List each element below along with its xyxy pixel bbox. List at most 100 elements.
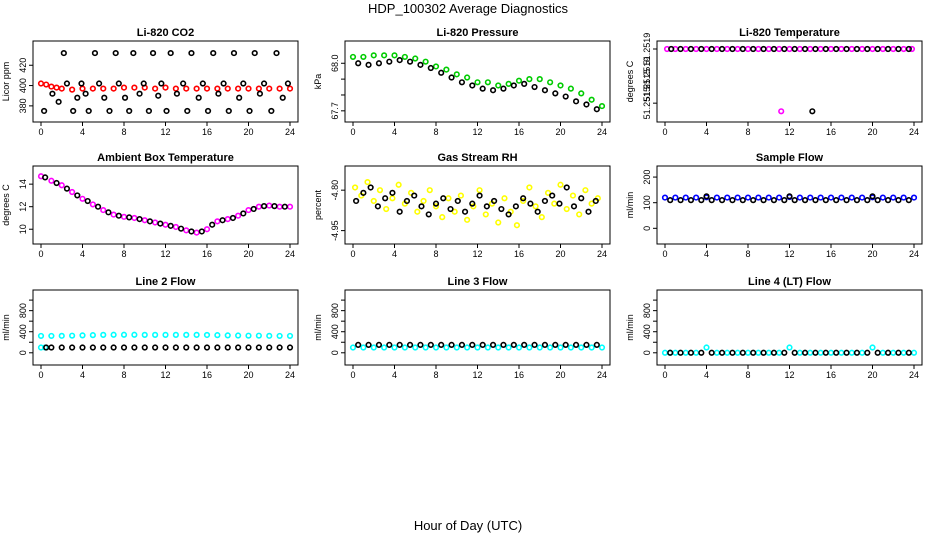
- data-point: [395, 181, 402, 188]
- data-point: [760, 349, 767, 356]
- data-point: [822, 349, 829, 356]
- data-point: [79, 344, 86, 351]
- data-point: [744, 45, 752, 53]
- data-point: [469, 82, 476, 89]
- data-point: [396, 208, 403, 215]
- data-point: [167, 49, 174, 57]
- data-point: [273, 49, 280, 57]
- data-point: [576, 211, 583, 218]
- plot-frame: [32, 289, 299, 366]
- data-point: [172, 85, 179, 92]
- data-point: [110, 211, 117, 218]
- data-point: [440, 195, 447, 202]
- data-point: [43, 81, 50, 88]
- data-point: [770, 45, 778, 53]
- data-point: [448, 341, 455, 348]
- data-point: [500, 85, 507, 92]
- data-point: [120, 84, 128, 91]
- data-point: [457, 192, 465, 199]
- data-point: [89, 332, 96, 339]
- x-tick-label: 4: [392, 249, 397, 259]
- data-point: [370, 52, 377, 59]
- data-point: [69, 332, 76, 339]
- data-point: [770, 349, 778, 356]
- data-point: [884, 197, 892, 204]
- y-tick-label: 800: [330, 303, 340, 318]
- data-point: [505, 344, 512, 351]
- x-tick-label: 4: [704, 370, 709, 380]
- data-point: [479, 85, 486, 92]
- x-tick-label: 8: [121, 370, 126, 380]
- x-tick-label: 12: [472, 249, 482, 259]
- x-tick-label: 0: [38, 249, 43, 259]
- data-point: [739, 45, 746, 53]
- data-point: [266, 85, 273, 92]
- data-point: [905, 45, 912, 53]
- data-point: [884, 45, 892, 53]
- page-title: HDP_100302 Average Diagnostics: [368, 1, 568, 16]
- data-point: [48, 83, 55, 90]
- data-point: [476, 192, 483, 199]
- y-tick-label: 0: [330, 350, 340, 355]
- data-point: [69, 86, 76, 93]
- data-point: [513, 222, 521, 229]
- x-tick-label: 20: [243, 127, 253, 137]
- data-point: [827, 194, 835, 201]
- data-point: [544, 189, 552, 196]
- data-point: [567, 85, 574, 92]
- data-point: [515, 77, 523, 84]
- data-point: [718, 349, 726, 356]
- data-point: [534, 208, 541, 215]
- data-point: [588, 200, 595, 207]
- data-point: [476, 187, 483, 194]
- data-point: [214, 85, 221, 92]
- y-axis-label: ml/min: [313, 314, 323, 341]
- chart-title: Gas Stream RH: [437, 152, 517, 164]
- data-point: [235, 212, 242, 219]
- data-point: [874, 197, 881, 204]
- data-point: [520, 195, 527, 202]
- data-point: [214, 218, 221, 225]
- data-point: [838, 194, 845, 201]
- data-point: [781, 45, 788, 53]
- data-point: [776, 45, 783, 53]
- data-point: [464, 216, 471, 223]
- data-point: [744, 349, 752, 356]
- y-tick-label: 67.7: [330, 102, 340, 120]
- x-tick-label: 16: [514, 249, 524, 259]
- x-tick-label: 12: [472, 127, 482, 137]
- data-point: [427, 341, 434, 348]
- data-point: [70, 107, 77, 115]
- y-tick-label: 51.2519: [642, 33, 652, 66]
- data-point: [864, 197, 871, 204]
- data-point: [360, 344, 367, 351]
- data-point: [809, 108, 816, 115]
- data-point: [48, 332, 55, 340]
- plot-frame: [656, 165, 923, 245]
- data-point: [414, 208, 421, 215]
- data-point: [718, 197, 726, 204]
- x-tick-label: 24: [285, 127, 295, 137]
- data-point: [895, 349, 902, 356]
- data-point: [121, 94, 129, 101]
- data-point: [260, 80, 268, 87]
- x-tick-label: 24: [909, 370, 919, 380]
- data-point: [110, 331, 117, 338]
- data-point: [367, 184, 374, 191]
- data-point: [69, 344, 76, 351]
- data-point: [84, 197, 91, 205]
- data-point: [443, 344, 450, 351]
- data-point: [276, 203, 283, 210]
- data-point: [353, 197, 360, 205]
- page-xlabel: Hour of Day (UTC): [413, 518, 523, 533]
- x-tick-label: 16: [202, 249, 212, 259]
- data-point: [474, 79, 481, 86]
- data-point: [833, 349, 840, 356]
- y-tick-label: 400: [18, 324, 28, 339]
- data-point: [512, 203, 519, 210]
- data-point: [853, 349, 861, 356]
- data-point: [786, 344, 793, 351]
- data-point: [526, 344, 533, 351]
- y-tick-label: 10: [18, 224, 28, 234]
- data-point: [552, 90, 559, 97]
